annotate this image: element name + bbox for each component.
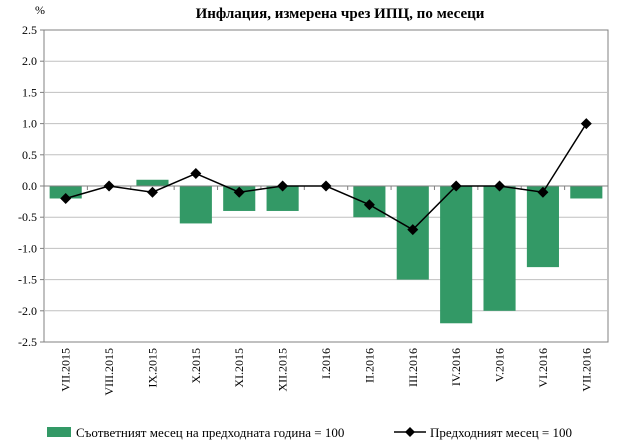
x-tick-label: VIII.2015 [102, 348, 116, 396]
plot-area: 2.5 2.0 1.5 1.0 0.5 0.0 -0.5 -1.0 -1.5 -2.0 -2.5 VI… [18, 23, 609, 396]
x-tick-label: XI.2015 [232, 348, 246, 388]
y-tick-label: -0.5 [18, 210, 37, 224]
bar [136, 179, 169, 186]
y-tick-label: 2.0 [22, 54, 37, 68]
line-point [320, 180, 332, 192]
line-point [580, 118, 592, 130]
legend-line-marker [405, 427, 415, 437]
bar [483, 186, 516, 311]
x-tick-label: XII.2015 [276, 348, 290, 392]
line-point [146, 186, 158, 198]
legend-label-line: Предходният месец = 100 [430, 425, 572, 440]
line-point [407, 224, 419, 236]
y-tick-label: -2.5 [18, 335, 37, 349]
legend-swatch-bar [47, 427, 71, 437]
x-tick-label: II.2016 [362, 348, 376, 383]
legend-label-bar: Съответният месец на предходната година … [76, 425, 344, 440]
y-tick-label: 1.0 [22, 117, 37, 131]
x-tick-label: III.2016 [406, 348, 420, 387]
line-point [494, 180, 506, 192]
line-point [450, 180, 462, 192]
y-tick-label: -1.5 [18, 273, 37, 287]
x-tick-label: I.2016 [319, 348, 333, 379]
bar [526, 186, 559, 268]
x-tick-label: VII.2016 [579, 348, 593, 392]
x-tick-label: X.2015 [189, 348, 203, 384]
y-tick-label: 2.5 [22, 23, 37, 37]
line-point [363, 199, 375, 211]
y-tick-label: 0.5 [22, 148, 37, 162]
chart-title: Инфлация, измерена чрез ИПЦ, по месеци [196, 6, 485, 22]
bar [440, 186, 473, 324]
line-point [233, 186, 245, 198]
bar [570, 186, 603, 199]
x-tick-label: V.2016 [493, 348, 507, 382]
line-point [190, 168, 202, 180]
legend: Съответният месец на предходната година … [47, 425, 572, 440]
bar [179, 186, 212, 224]
y-tick-label: 0.0 [22, 179, 37, 193]
line-point [277, 180, 289, 192]
line-point [103, 180, 115, 192]
x-tick-label: VII.2015 [59, 348, 73, 392]
x-tick-label: IX.2015 [145, 348, 159, 388]
x-tick-label: VI.2016 [536, 348, 550, 388]
line-point [60, 192, 72, 204]
y-unit-label: % [35, 3, 45, 17]
y-tick-label: 1.5 [22, 85, 37, 99]
y-tick-label: -1.0 [18, 241, 37, 255]
y-tick-label: -2.0 [18, 304, 37, 318]
bar [49, 186, 82, 199]
x-tick-label: IV.2016 [449, 348, 463, 386]
line-point [537, 186, 549, 198]
